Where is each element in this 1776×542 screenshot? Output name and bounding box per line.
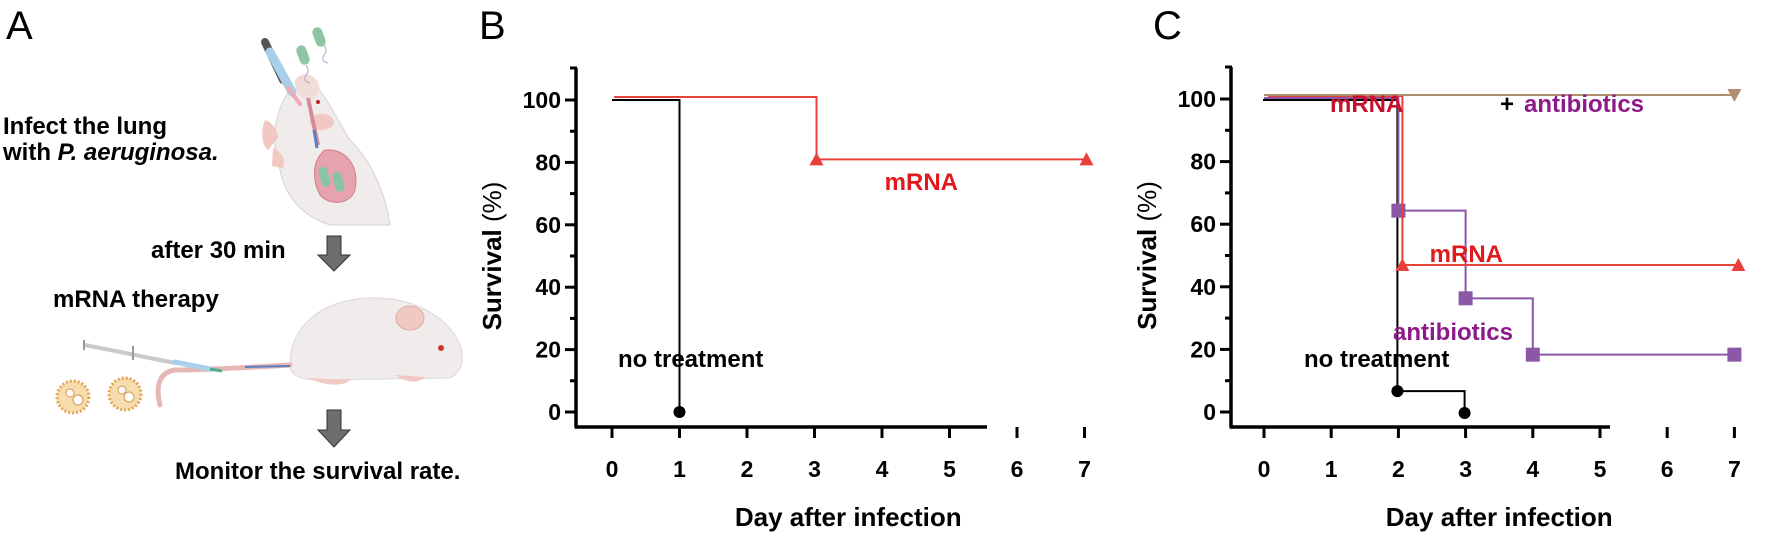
x-tick-label: 6	[1661, 456, 1674, 482]
circle-marker-icon	[673, 406, 686, 418]
upright-mouse-icon	[262, 74, 391, 226]
lying-mouse-icon	[155, 297, 463, 408]
series-label: no treatment	[1304, 346, 1449, 373]
x-tick-label: 1	[673, 456, 686, 482]
bacteria-icon	[296, 27, 329, 84]
series-label: mRNA	[1330, 91, 1403, 118]
series-label: no treatment	[618, 346, 763, 373]
y-axis-title: Survival (%)	[477, 182, 507, 331]
panel-letter-a: A	[6, 4, 33, 48]
x-axis-title: Day after infection	[735, 502, 962, 532]
infect-step-label: Infect the lung with P. aeruginosa.	[3, 113, 219, 167]
y-tick-label: 0	[548, 399, 561, 425]
x-tick-label: 2	[741, 456, 754, 482]
y-tick-label: 60	[1190, 211, 1216, 237]
series-label: +	[1500, 91, 1514, 118]
square-marker-icon	[1458, 291, 1473, 306]
x-tick-label: 4	[876, 456, 889, 482]
x-tick-label: 3	[1459, 456, 1472, 482]
panel-letter-b: B	[479, 4, 506, 48]
monitor-label: Monitor the survival rate.	[175, 458, 461, 485]
series-label: mRNA	[1430, 241, 1503, 268]
down-arrow-icon	[316, 409, 352, 448]
y-tick-label: 40	[535, 274, 561, 300]
therapy-label: mRNA therapy	[53, 286, 219, 313]
x-tick-label: 6	[1011, 456, 1024, 482]
x-tick-label: 3	[808, 456, 821, 482]
y-tick-label: 100	[523, 87, 561, 113]
circle-marker-icon	[1458, 407, 1471, 419]
y-tick-label: 20	[535, 337, 561, 363]
y-tick-label: 40	[1190, 274, 1216, 300]
triangle-up-marker-icon	[809, 152, 824, 166]
injection-syringe-icon	[83, 340, 223, 373]
x-tick-label: 5	[943, 456, 956, 482]
survival-curve-mrna	[614, 96, 1087, 161]
x-tick-label: 5	[1594, 456, 1607, 482]
x-tick-label: 2	[1392, 456, 1405, 482]
x-tick-label: 0	[1258, 456, 1271, 482]
lipid-nanoparticle-icon	[55, 376, 143, 415]
survival-curve-no-treatment	[612, 99, 681, 412]
panel-letter-c: C	[1153, 4, 1182, 48]
y-axis-title: Survival (%)	[1132, 181, 1162, 330]
series-label: antibiotics	[1393, 319, 1513, 346]
x-tick-label: 4	[1526, 456, 1539, 482]
infection-syringe-icon	[261, 38, 302, 106]
survival-curve-mrna	[1268, 95, 1739, 267]
series-label: antibiotics	[1524, 91, 1644, 118]
triangle-up-marker-icon	[1079, 152, 1094, 166]
delay-label: after 30 min	[151, 237, 286, 264]
x-tick-label: 0	[606, 456, 619, 482]
y-tick-label: 100	[1178, 86, 1216, 112]
y-tick-label: 20	[1190, 336, 1216, 362]
square-marker-icon	[1525, 347, 1540, 362]
y-tick-label: 80	[535, 149, 561, 175]
square-marker-icon	[1727, 347, 1742, 362]
triangle-up-marker-icon	[1395, 258, 1410, 272]
triangle-down-marker-icon	[1727, 89, 1742, 102]
y-tick-label: 0	[1203, 399, 1216, 425]
x-axis-title: Day after infection	[1386, 502, 1613, 532]
pathogen-name: P. aeruginosa.	[57, 139, 219, 167]
y-tick-label: 60	[535, 212, 561, 238]
series-label: mRNA	[885, 169, 958, 196]
x-tick-label: 1	[1325, 456, 1338, 482]
triangle-up-marker-icon	[1731, 258, 1746, 272]
x-tick-label: 7	[1728, 456, 1741, 482]
y-tick-label: 80	[1190, 149, 1216, 175]
x-tick-label: 7	[1078, 456, 1091, 482]
down-arrow-icon	[316, 235, 352, 272]
panel-a-illustration	[55, 27, 463, 448]
survival-curve-antibiotics	[1264, 97, 1735, 356]
circle-marker-icon	[1391, 385, 1404, 398]
